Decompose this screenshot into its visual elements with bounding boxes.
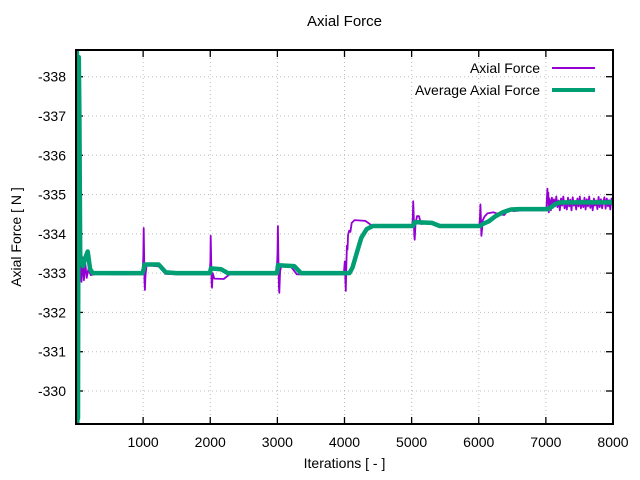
plot-border xyxy=(75,49,614,425)
y-tick-label: -336 xyxy=(38,147,66,163)
legend-line-sample-axial-force xyxy=(552,67,595,69)
x-tick-label: 5000 xyxy=(396,434,427,450)
legend-label-average-axial-force: Average Axial Force xyxy=(414,82,540,98)
legend: Axial Force Average Axial Force xyxy=(415,57,595,101)
x-tick-label: 4000 xyxy=(329,434,360,450)
series-line-average-axial-force xyxy=(76,50,613,424)
gridlines xyxy=(76,50,614,424)
x-tick-label: 2000 xyxy=(195,434,226,450)
y-tick-label: -331 xyxy=(38,344,66,360)
y-tick-label: -334 xyxy=(38,226,66,242)
x-tick-label: 8000 xyxy=(597,434,628,450)
y-tick-label: -335 xyxy=(38,187,66,203)
series-group xyxy=(76,50,613,424)
y-tick-label: -338 xyxy=(38,69,66,85)
x-tick-label: 3000 xyxy=(262,434,293,450)
legend-label-axial-force: Axial Force xyxy=(469,60,540,76)
chart-title: Axial Force xyxy=(306,13,383,30)
legend-entry-average-axial-force: Average Axial Force xyxy=(415,79,595,101)
y-tick-label: -332 xyxy=(38,304,66,320)
y-tick-label: -337 xyxy=(38,108,66,124)
x-tick-label: 7000 xyxy=(530,434,561,450)
y-tick-label: -333 xyxy=(38,265,66,281)
x-tick-label: 6000 xyxy=(463,434,494,450)
legend-line-sample-average-axial-force xyxy=(552,88,595,92)
y-tick-label: -330 xyxy=(38,383,66,399)
y-axis-label: Axial Force [ N ] xyxy=(8,187,24,287)
tick-labels: 1000 2000 3000 4000 5000 6000 7000 8000 -338 -337… xyxy=(38,69,629,450)
legend-entry-axial-force: Axial Force xyxy=(415,57,595,79)
x-tick-label: 1000 xyxy=(128,434,159,450)
x-axis-label: Iterations [ - ] xyxy=(303,455,386,471)
